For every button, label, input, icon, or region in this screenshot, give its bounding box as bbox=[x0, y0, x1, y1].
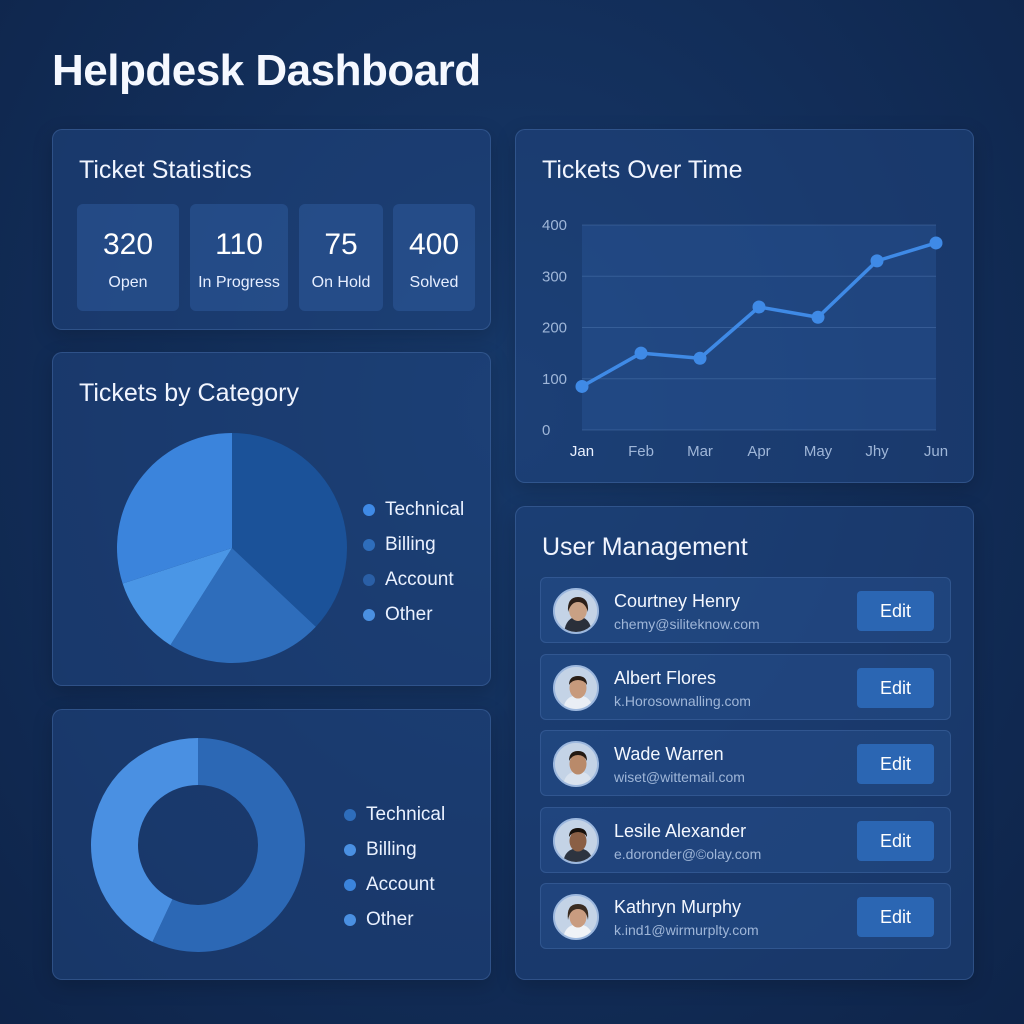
ticket-statistics-title: Ticket Statistics bbox=[79, 156, 252, 184]
edit-button[interactable]: Edit bbox=[857, 744, 934, 784]
donut-slice bbox=[152, 738, 306, 952]
legend-label: Technical bbox=[366, 804, 446, 825]
user-row: Albert Flores k.Horosownalling.com Edit bbox=[540, 654, 951, 720]
stat-tile-in-progress[interactable]: 110 In Progress bbox=[190, 204, 288, 311]
x-tick-label: Apr bbox=[747, 443, 770, 460]
legend-label: Billing bbox=[366, 839, 417, 860]
user-email: k.ind1@wirmurplty.com bbox=[614, 922, 759, 938]
legend-item-billing[interactable]: Billing bbox=[344, 839, 417, 861]
user-name: Albert Flores bbox=[614, 668, 717, 688]
stat-tile-solved[interactable]: 400 Solved bbox=[393, 204, 475, 311]
avatar bbox=[553, 741, 599, 787]
ticket-statistics-card: Ticket Statistics 320 Open 110 In Progre… bbox=[52, 129, 491, 330]
avatar bbox=[553, 665, 599, 711]
category-donut-card: Technical Billing Account Other bbox=[52, 709, 491, 980]
edit-button[interactable]: Edit bbox=[857, 591, 934, 631]
pie-slice-technical bbox=[232, 433, 347, 627]
avatar bbox=[553, 588, 599, 634]
data-point bbox=[575, 379, 589, 393]
user-row: Courtney Henry chemy@siliteknow.com Edit bbox=[540, 577, 951, 643]
category-pie-chart bbox=[117, 433, 347, 663]
legend-dot bbox=[363, 609, 375, 621]
data-point bbox=[752, 300, 766, 314]
user-name: Courtney Henry bbox=[614, 591, 741, 611]
legend-label: Technical bbox=[385, 499, 465, 520]
avatar bbox=[553, 818, 599, 864]
tickets-over-time-line-chart: 0 100 200 300 400 Jan Feb Mar Apr May Jhy Jun bbox=[542, 217, 948, 460]
page-title: Helpdesk Dashboard bbox=[52, 46, 481, 95]
legend-label: Other bbox=[385, 604, 433, 625]
stat-label: Open bbox=[108, 274, 148, 291]
edit-button[interactable]: Edit bbox=[857, 821, 934, 861]
data-point bbox=[693, 351, 707, 365]
user-row: Lesile Alexander e.doronder@©olay.com Ed… bbox=[540, 807, 951, 873]
legend-dot bbox=[363, 574, 375, 586]
legend-label: Account bbox=[385, 569, 454, 590]
x-tick-label: Jhy bbox=[865, 443, 889, 460]
x-tick-label: Jun bbox=[924, 443, 948, 460]
y-tick-label: 300 bbox=[542, 268, 567, 285]
donut-slice bbox=[91, 738, 198, 942]
stat-value: 110 bbox=[215, 228, 263, 261]
user-name: Kathryn Murphy bbox=[614, 897, 742, 917]
legend-dot bbox=[344, 914, 356, 926]
legend-item-billing[interactable]: Billing bbox=[363, 534, 436, 556]
x-tick-label: May bbox=[804, 443, 833, 460]
edit-button[interactable]: Edit bbox=[857, 668, 934, 708]
tickets-by-category-title: Tickets by Category bbox=[79, 379, 299, 407]
stat-tile-open[interactable]: 320 Open bbox=[77, 204, 179, 311]
user-management-title: User Management bbox=[542, 533, 748, 561]
user-email: k.Horosownalling.com bbox=[614, 693, 751, 709]
stat-tile-on-hold[interactable]: 75 On Hold bbox=[299, 204, 383, 311]
user-row: Kathryn Murphy k.ind1@wirmurplty.com Edi… bbox=[540, 883, 951, 949]
legend-dot bbox=[363, 539, 375, 551]
y-tick-label: 200 bbox=[542, 320, 567, 337]
stat-label: Solved bbox=[409, 274, 459, 291]
category-donut-chart bbox=[91, 738, 306, 952]
user-email: wiset@wittemail.com bbox=[614, 769, 745, 785]
stat-value: 400 bbox=[408, 228, 460, 261]
stat-value: 75 bbox=[324, 228, 358, 261]
data-point bbox=[634, 346, 648, 360]
legend-dot bbox=[344, 809, 356, 821]
pie-slice-account bbox=[122, 548, 232, 646]
legend-item-other[interactable]: Other bbox=[363, 604, 433, 626]
tickets-over-time-card: Tickets Over Time 0 100 200 300 400 Jan Feb Mar… bbox=[515, 129, 974, 483]
x-tick-label: Mar bbox=[687, 443, 713, 460]
user-name: Wade Warren bbox=[614, 744, 724, 764]
stat-label: In Progress bbox=[198, 274, 280, 291]
legend-label: Account bbox=[366, 874, 435, 895]
edit-button[interactable]: Edit bbox=[857, 897, 934, 937]
user-email: e.doronder@©olay.com bbox=[614, 846, 762, 862]
pie-slice-other bbox=[117, 433, 232, 584]
tickets-by-category-card: Tickets by Category Technical Billing Ac… bbox=[52, 352, 491, 686]
legend-item-technical[interactable]: Technical bbox=[344, 804, 445, 826]
stat-label: On Hold bbox=[311, 274, 371, 291]
legend-label: Billing bbox=[385, 534, 436, 555]
legend-dot bbox=[344, 879, 356, 891]
avatar bbox=[553, 894, 599, 940]
tickets-over-time-title: Tickets Over Time bbox=[542, 156, 743, 184]
legend-item-account[interactable]: Account bbox=[363, 569, 454, 591]
data-point bbox=[811, 310, 825, 324]
data-point bbox=[870, 254, 884, 268]
user-row: Wade Warren wiset@wittemail.com Edit bbox=[540, 730, 951, 796]
y-tick-label: 0 bbox=[542, 422, 550, 439]
legend-item-technical[interactable]: Technical bbox=[363, 499, 464, 521]
x-tick-label: Jan bbox=[570, 443, 594, 460]
y-tick-label: 100 bbox=[542, 371, 567, 388]
legend-dot bbox=[363, 504, 375, 516]
legend-item-account[interactable]: Account bbox=[344, 874, 435, 896]
data-point bbox=[929, 236, 943, 250]
pie-slice-billing bbox=[170, 548, 316, 663]
legend-label: Other bbox=[366, 909, 414, 930]
user-email: chemy@siliteknow.com bbox=[614, 616, 760, 632]
user-name: Lesile Alexander bbox=[614, 821, 747, 841]
y-tick-label: 400 bbox=[542, 217, 567, 234]
legend-item-other[interactable]: Other bbox=[344, 909, 414, 931]
x-tick-label: Feb bbox=[628, 443, 654, 460]
stat-value: 320 bbox=[102, 228, 154, 261]
user-management-card: User Management Courtney Henry chemy@sil… bbox=[515, 506, 974, 980]
legend-dot bbox=[344, 844, 356, 856]
